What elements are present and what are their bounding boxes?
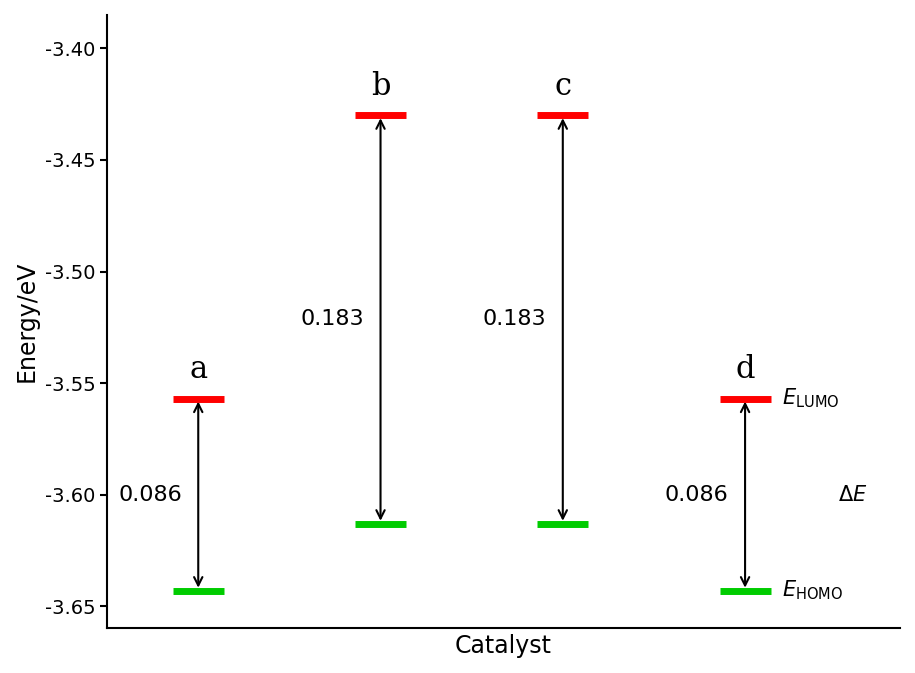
Text: 0.086: 0.086 — [665, 485, 728, 505]
Text: $E_{\rm LUMO}$: $E_{\rm LUMO}$ — [781, 387, 839, 411]
Text: d: d — [736, 354, 755, 386]
Text: b: b — [371, 71, 391, 102]
Text: 0.183: 0.183 — [300, 310, 364, 330]
Text: $\Delta E$: $\Delta E$ — [838, 485, 867, 505]
Y-axis label: Energy/eV: Energy/eV — [15, 261, 39, 382]
Text: 0.086: 0.086 — [118, 485, 182, 505]
Text: a: a — [189, 354, 208, 386]
X-axis label: Catalyst: Catalyst — [455, 634, 552, 658]
Text: $E_{\rm HOMO}$: $E_{\rm HOMO}$ — [781, 579, 843, 602]
Text: c: c — [554, 71, 571, 102]
Text: 0.183: 0.183 — [483, 310, 546, 330]
